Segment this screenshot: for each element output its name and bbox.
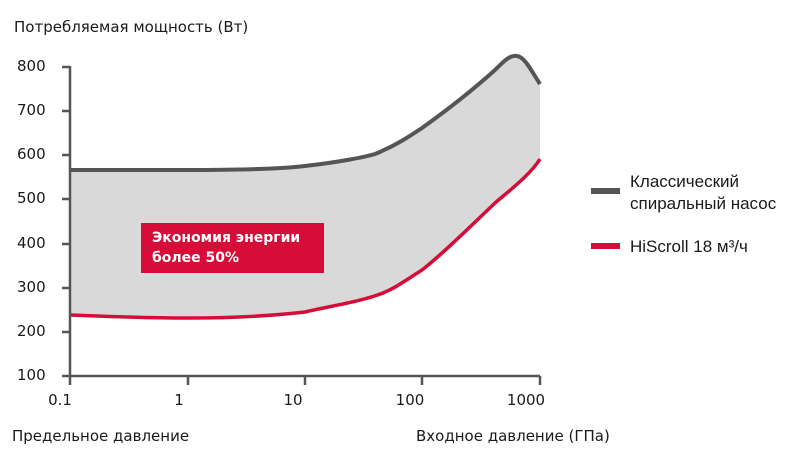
y-tick-label: 100: [17, 366, 46, 384]
x-axis-title: Входное давление (ГПа): [416, 427, 610, 445]
savings-area: [70, 55, 540, 318]
y-tick-label: 600: [17, 145, 46, 163]
legend-label: спиральный насос: [630, 194, 777, 213]
classic-pump-line: [70, 53, 542, 172]
y-tick-label: 300: [17, 278, 46, 296]
savings-badge: Экономия энергии более 50%: [141, 223, 324, 273]
axes: [62, 65, 542, 385]
x-tick-label: 1: [174, 391, 184, 409]
x-tick-label: 10: [283, 391, 303, 409]
hiscroll-line: [69, 158, 542, 320]
x-axis-left-label: Предельное давление: [12, 427, 190, 445]
badge-line-2: более 50%: [152, 250, 240, 266]
x-tick-label: 100: [395, 391, 425, 409]
legend-swatch-red: [591, 243, 620, 249]
x-tick-label: 0.1: [48, 391, 72, 409]
legend-swatch-gray: [591, 188, 620, 194]
y-tick-label: 800: [17, 57, 46, 75]
legend-label: Классический: [630, 172, 740, 191]
y-tick-label: 400: [17, 234, 46, 252]
x-tick-label: 1000: [506, 391, 546, 409]
y-axis-title: Потребляемая мощность (Вт): [14, 18, 249, 36]
badge-line-1: Экономия энергии: [152, 230, 301, 246]
y-tick-label: 500: [17, 189, 46, 207]
y-tick-label: 700: [17, 101, 46, 119]
legend-label: HiScroll 18 м³/ч: [630, 237, 748, 256]
y-tick-label: 200: [17, 322, 46, 340]
